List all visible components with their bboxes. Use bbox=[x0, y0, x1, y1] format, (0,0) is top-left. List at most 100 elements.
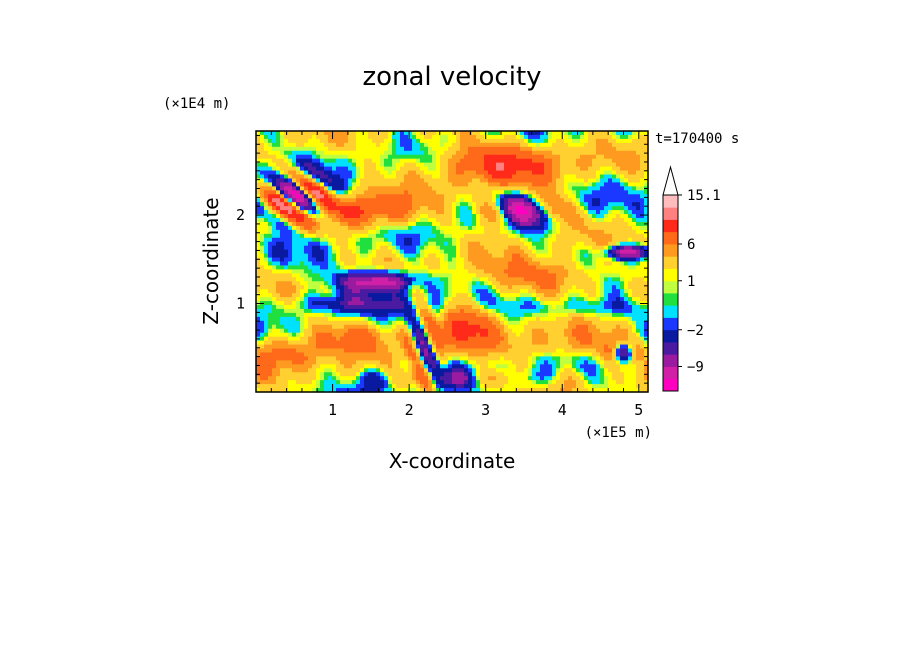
field-cell bbox=[432, 170, 437, 176]
field-cell bbox=[528, 221, 533, 227]
field-cell bbox=[428, 336, 433, 342]
field-cell bbox=[404, 285, 409, 290]
field-cell bbox=[460, 146, 465, 152]
field-cell bbox=[468, 166, 473, 172]
field-cell bbox=[312, 273, 317, 278]
field-cell bbox=[260, 289, 265, 294]
field-cell bbox=[352, 285, 357, 290]
field-cell bbox=[372, 380, 377, 385]
field-cell bbox=[264, 134, 269, 140]
field-cell bbox=[524, 368, 529, 373]
field-cell bbox=[316, 154, 321, 160]
field-cell bbox=[512, 194, 517, 199]
field-cell bbox=[268, 241, 273, 247]
field-cell bbox=[356, 289, 361, 294]
field-cell bbox=[332, 249, 337, 255]
field-cell bbox=[292, 166, 297, 172]
field-cell bbox=[296, 368, 301, 373]
field-cell bbox=[332, 285, 337, 290]
field-cell bbox=[408, 221, 413, 227]
field-cell bbox=[312, 312, 317, 318]
field-cell bbox=[424, 142, 429, 148]
field-cell bbox=[408, 384, 413, 389]
field-cell bbox=[424, 301, 429, 306]
field-cell bbox=[448, 285, 453, 290]
field-cell bbox=[424, 158, 429, 164]
field-cell bbox=[396, 384, 401, 389]
field-cell bbox=[376, 214, 381, 219]
field-cell bbox=[276, 336, 281, 342]
field-cell bbox=[464, 249, 469, 255]
field-cell bbox=[320, 241, 325, 247]
field-cell bbox=[460, 214, 465, 219]
field-cell bbox=[504, 186, 509, 191]
field-cell bbox=[320, 253, 325, 259]
field-cell bbox=[320, 293, 325, 298]
field-cell bbox=[368, 265, 373, 270]
field-cell bbox=[444, 356, 449, 361]
field-cell bbox=[400, 344, 405, 350]
field-cell bbox=[484, 328, 489, 334]
field-cell bbox=[424, 336, 429, 342]
field-cell bbox=[344, 237, 349, 243]
field-cell bbox=[284, 257, 289, 263]
field-cell bbox=[456, 150, 461, 156]
field-cell bbox=[404, 214, 409, 219]
field-cell bbox=[336, 324, 341, 330]
field-cell bbox=[548, 218, 553, 223]
field-cell bbox=[356, 210, 361, 215]
field-cell bbox=[472, 273, 477, 278]
field-cell bbox=[500, 269, 505, 274]
field-cell bbox=[520, 229, 525, 235]
field-cell bbox=[360, 328, 365, 334]
field-cell bbox=[336, 352, 341, 357]
field-cell bbox=[268, 328, 273, 334]
field-cell bbox=[308, 142, 313, 148]
field-cell bbox=[512, 178, 517, 183]
field-cell bbox=[364, 348, 369, 354]
field-cell bbox=[268, 138, 273, 144]
field-cell bbox=[492, 237, 497, 243]
field-cell bbox=[392, 186, 397, 191]
field-cell bbox=[460, 142, 465, 148]
field-cell bbox=[400, 253, 405, 259]
field-cell bbox=[464, 146, 469, 152]
field-cell bbox=[476, 324, 481, 330]
field-cell bbox=[316, 348, 321, 354]
field-cell bbox=[428, 388, 433, 393]
field-cell bbox=[384, 134, 389, 140]
field-cell bbox=[492, 194, 497, 199]
field-cell bbox=[536, 174, 541, 180]
field-cell bbox=[476, 186, 481, 191]
field-cell bbox=[264, 249, 269, 255]
field-cell bbox=[424, 233, 429, 239]
field-cell bbox=[504, 273, 509, 278]
field-cell bbox=[460, 297, 465, 302]
field-cell bbox=[488, 332, 493, 338]
field-cell bbox=[344, 245, 349, 251]
field-cell bbox=[276, 170, 281, 176]
field-cell bbox=[476, 332, 481, 338]
field-cell bbox=[320, 277, 325, 282]
field-cell bbox=[420, 384, 425, 389]
field-cell bbox=[500, 233, 505, 239]
field-cell bbox=[384, 150, 389, 156]
field-cell bbox=[360, 340, 365, 346]
field-cell bbox=[420, 360, 425, 365]
field-cell bbox=[504, 218, 509, 223]
field-cell bbox=[316, 293, 321, 298]
field-cell bbox=[548, 285, 553, 290]
field-cell bbox=[412, 352, 417, 357]
field-cell bbox=[456, 225, 461, 231]
field-cell bbox=[368, 261, 373, 267]
field-cell bbox=[328, 186, 333, 191]
field-cell bbox=[492, 384, 497, 389]
field-cell bbox=[524, 198, 529, 203]
field-cell bbox=[536, 340, 541, 346]
field-cell bbox=[444, 261, 449, 267]
field-cell bbox=[364, 301, 369, 306]
field-cell bbox=[556, 277, 561, 282]
field-cell bbox=[328, 233, 333, 239]
field-cell bbox=[256, 138, 261, 144]
field-cell bbox=[484, 150, 489, 156]
